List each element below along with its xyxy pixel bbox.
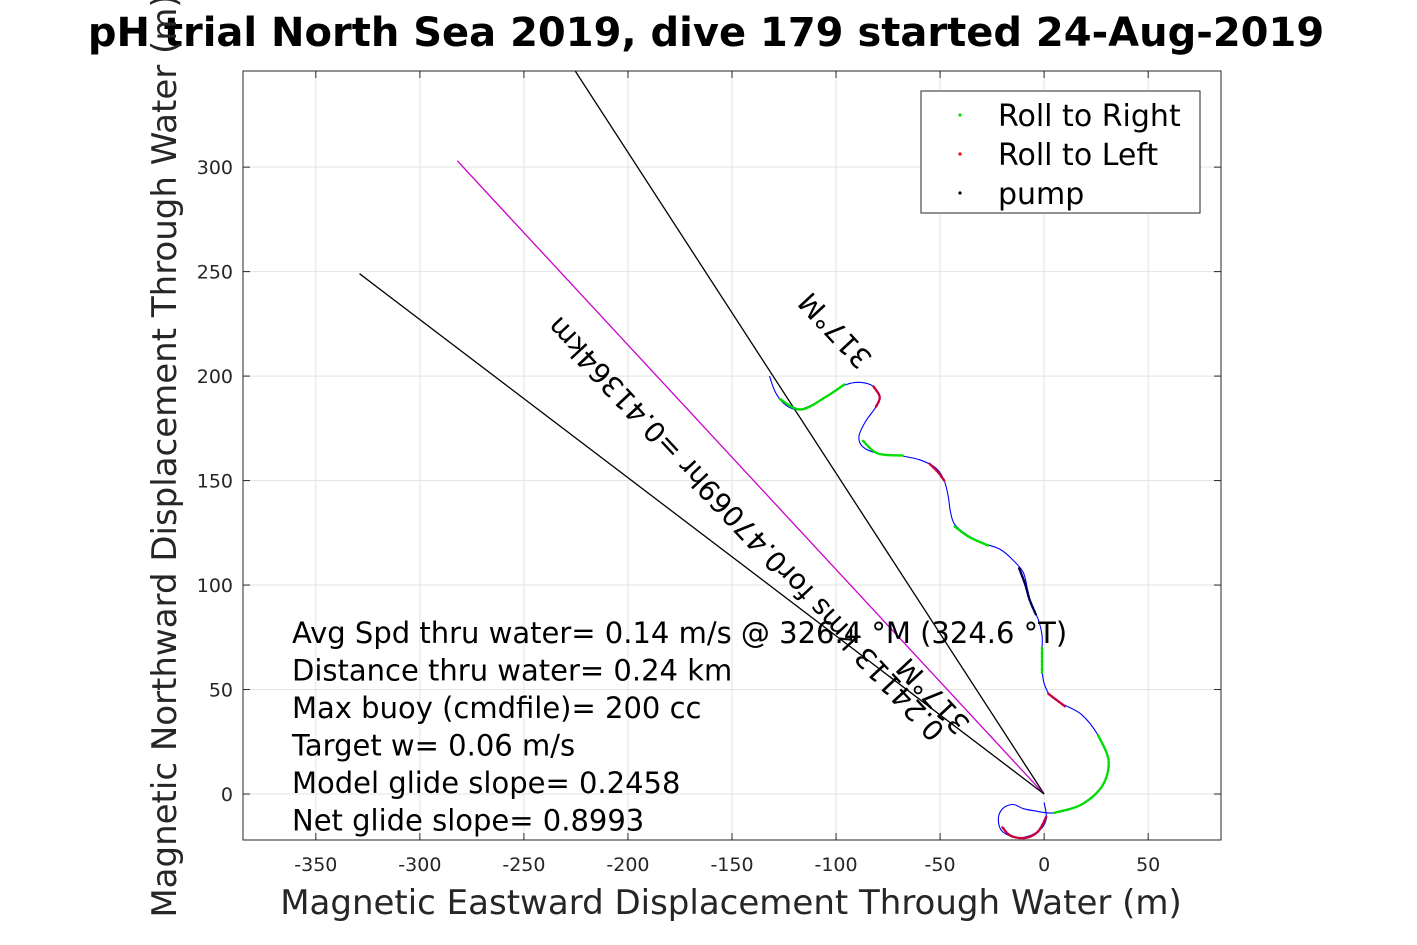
y-tick-label: 200 [197, 366, 233, 388]
roll-left-segment [1047, 692, 1067, 708]
y-axis-label: Magnetic Northward Displacement Through … [145, 0, 185, 918]
x-tick-label: -250 [502, 854, 545, 876]
annotations-block: Avg Spd thru water= 0.14 m/s @ 326.4 °M … [291, 616, 1067, 838]
heading-line [574, 71, 1045, 795]
x-tick-label: -350 [294, 854, 337, 876]
x-tick-label: 0 [1038, 854, 1050, 876]
annotation-line: Model glide slope= 0.2458 [292, 766, 680, 800]
roll-left-segment [928, 462, 946, 482]
x-tick-label: -300 [398, 854, 441, 876]
y-tick-label: 50 [209, 680, 233, 702]
annotation-line: Distance thru water= 0.24 km [292, 654, 732, 688]
roll-right-segment [778, 383, 846, 411]
x-tick-label: -50 [925, 854, 956, 876]
roll-right-segment [1053, 734, 1110, 814]
legend-marker [958, 191, 962, 195]
y-tick-label: 300 [197, 157, 233, 179]
y-tick-label: 150 [197, 471, 233, 493]
pump-segment [1018, 567, 1037, 616]
legend-label: pump [998, 177, 1084, 212]
roll-right-segment [861, 439, 904, 457]
legend-label: Roll to Right [998, 99, 1181, 134]
roll-left-segment [1001, 815, 1048, 840]
x-tick-label: -200 [606, 854, 649, 876]
legend-label: Roll to Left [998, 138, 1158, 173]
y-tick-label: 100 [197, 575, 233, 597]
chart-title: pH trial North Sea 2019, dive 179 starte… [88, 10, 1324, 56]
heading-line [359, 273, 1045, 795]
annotation-line: Max buoy (cmdfile)= 200 cc [292, 691, 701, 725]
x-axis-label: Magnetic Eastward Displacement Through W… [280, 883, 1182, 923]
x-tick-label: -100 [814, 854, 857, 876]
legend: Roll to Right Roll to Left pump [920, 90, 1201, 214]
x-tick-label: 50 [1136, 854, 1160, 876]
x-tick-label: -150 [710, 854, 753, 876]
y-tick-label: 250 [197, 262, 233, 284]
legend-box [920, 90, 1201, 214]
annotation-line: Avg Spd thru water= 0.14 m/s @ 326.4 °M … [292, 616, 1067, 650]
annotation-line: Net glide slope= 0.8993 [292, 804, 644, 838]
y-tick-label: 0 [221, 784, 233, 806]
legend-marker [958, 152, 962, 156]
annotation-line: Target w= 0.06 m/s [291, 729, 575, 763]
plot-frame [242, 70, 1222, 841]
legend-marker [958, 113, 962, 117]
roll-right-segment [953, 525, 990, 547]
roll-left-segment [872, 385, 881, 409]
heading-line [456, 160, 1045, 795]
